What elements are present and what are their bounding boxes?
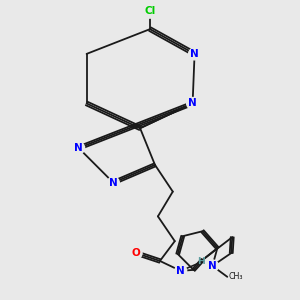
Circle shape — [187, 98, 199, 110]
Circle shape — [189, 48, 200, 60]
Circle shape — [175, 265, 187, 277]
Text: N: N — [109, 178, 118, 188]
Text: Cl: Cl — [144, 6, 156, 16]
Circle shape — [144, 5, 156, 17]
Circle shape — [206, 260, 218, 272]
Text: O: O — [132, 248, 140, 258]
Text: N: N — [176, 266, 185, 276]
Text: N: N — [74, 143, 83, 153]
Circle shape — [143, 4, 157, 18]
Circle shape — [107, 177, 119, 189]
Text: N: N — [188, 98, 197, 108]
Text: N: N — [208, 261, 217, 271]
Text: CH₃: CH₃ — [229, 272, 243, 281]
Text: H: H — [198, 257, 206, 266]
Circle shape — [73, 142, 85, 154]
Circle shape — [130, 247, 142, 259]
Text: N: N — [190, 49, 199, 59]
